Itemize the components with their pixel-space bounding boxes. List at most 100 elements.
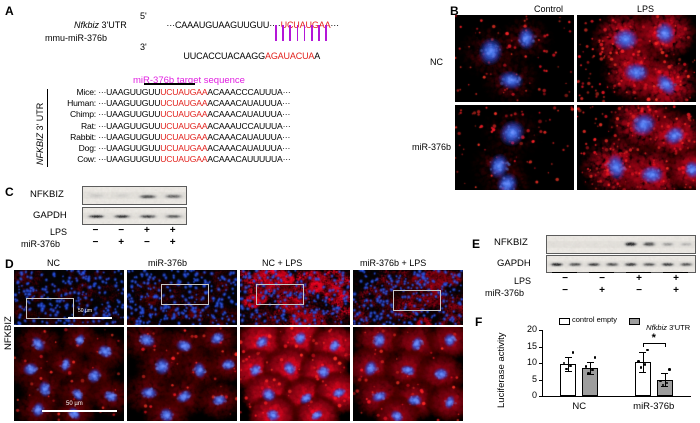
duplex-pairing-bars [275,25,333,41]
panel-d-roi-nc-lps [256,284,304,305]
alignment-seed: UCUAUGAA [160,120,208,131]
alignment-left: ···UAAGUUGUU [96,109,161,120]
chart-y-tick [539,379,542,381]
condition-symbol: − [92,237,99,248]
panel-c-blot-nfkbiz [82,186,187,205]
alignment-right: ACAAACAUAUUUA··· [207,143,291,153]
chart-error-cap [586,373,594,375]
legend-label-nfkbiz-suffix: 3'UTR [667,322,691,332]
panel-e-label: E [472,237,481,251]
chart-error-bar [664,373,666,387]
lane-pair-line [663,272,688,273]
alignment-seed: UCUAUGAA [160,98,208,109]
pairing-bar [318,25,320,41]
pairing-bar [311,25,313,41]
chart-data-point [584,365,587,368]
legend-swatch-control-empty [559,318,570,325]
alignment-divider [47,89,48,167]
alignment-vlabel: NFKBIZ 3' UTR [35,102,45,165]
alignment-right: ACAAACAUAUUUA··· [207,131,291,142]
chart-data-point [571,351,574,354]
species-name: Rabbit: [70,131,96,142]
panel-c-row-label-gapdh: GAPDH [33,210,67,221]
alignment-right: ACAAACCCAUUUA··· [207,87,291,97]
duplex-gene-name: Nfkbiz [74,20,100,31]
panel-e-row-label-gapdh: GAPDH [497,258,531,269]
chart-error-bar [642,351,644,372]
chart-error-cap [564,357,572,359]
panel-f-label: F [475,315,483,329]
panel-e-cond-label-mir: miR-376b [485,288,525,298]
chart-error-bar [568,357,570,371]
significance-bracket [642,343,665,345]
panel-b-col-header-lps: LPS [637,4,655,14]
chart-data-point [637,360,640,363]
panel-b-row-header-nc: NC [430,57,443,67]
panel-c-cond-label-mir: miR-376b [21,239,61,249]
panel-a-label: A [5,4,14,18]
panel-e-blot-nfkbiz [546,235,696,254]
alignment-left: ···UAAGUUGUU [96,120,161,131]
pairing-bar [275,25,277,41]
chart-category-label: NC [572,401,587,412]
alignment-seed: UCUAUGAA [160,109,208,120]
target-seq-right: ··· [330,20,339,31]
lane-pair-line [552,272,577,273]
alignment-left: ···UAAGUUGUU [96,143,161,153]
panel-d-image-nc-lps-high [240,327,350,421]
target-seq-left: ···CAAAUGUAAGUUGUU···· [166,20,281,31]
pairing-bar [296,25,299,41]
panel-d-scaletext-nc-low: 50 µm [78,308,92,314]
alignment-row: Rabbit: ···UAAGUUGUUUCUAUGAAACAAACAUAUUU… [52,131,290,142]
alignment-row: Dog: ···UAAGUUGUUUCUAUGAAACAAACAUAUUUA··… [52,143,291,153]
alignment-left: ···UAAGUUGUU [96,154,161,165]
condition-symbol: − [599,273,605,284]
panel-c-condition-grid: − − + + − + − + [82,226,185,252]
panel-d-vlabel: NFKBIZ [3,316,14,350]
mir-seq-seed: AGAUACUA [264,51,315,62]
significance-tick [664,343,666,348]
condition-symbol: + [169,225,176,236]
chart-data-point [639,366,642,369]
panel-d-col-header-nc: NC [47,258,60,268]
alignment-row: Mice: ···UAAGUUGUUUCUAUGAAACAAACCCAUUUA·… [52,87,290,97]
chart-error-cap [661,386,669,388]
condition-symbol: + [636,273,642,284]
species-name: Cow: [77,154,96,165]
chart-y-axis [542,330,543,396]
condition-symbol: − [92,225,99,236]
species-name: Chimp: [69,109,96,120]
alignment-seed: UCUAUGAA [160,87,208,97]
condition-symbol: + [599,285,605,296]
duplex-gene-suffix: 3'UTR [99,20,127,31]
chart-data-point [668,368,671,371]
panel-d-image-mir-lps-low [353,270,463,325]
chart-data-point [562,361,565,365]
target-sequence-caption: miR-376b target sequence [133,75,245,86]
chart-data-point [659,379,662,383]
alignment-vlabel-suffix: 3' UTR [35,102,45,133]
significance-marker: * [651,332,656,345]
pairing-bar [303,25,306,41]
panel-d-image-nc-low: 50 µm [14,270,124,325]
panel-e-condition-grid: − − + + − + − + [546,272,694,300]
chart-data-point [646,348,649,352]
panel-d-scalebar-nc-high [42,410,117,412]
alignment-seed: UCUAUGAA [160,131,208,142]
alignment-right: ACAAACAUAUUUA··· [207,109,291,120]
panel-d-roi-nc [26,298,74,319]
condition-symbol: + [118,237,125,248]
species-name: Rat: [81,120,96,131]
panel-b-col-header-control: Control [534,4,564,14]
chart-category-label: miR-376b [633,401,675,412]
chart-y-tick [539,330,542,331]
target-seq-seed: UCUAUGAA [280,20,331,31]
panel-d-label: D [5,257,14,271]
chart-error-cap [639,351,647,353]
chart-data-point [587,372,590,375]
seed-overline [144,83,195,85]
condition-symbol: + [673,273,679,284]
alignment-row: Human: ···UAAGUUGUUUCUAUGAAACAAACAUAUUUA… [52,98,290,109]
panel-c-label: C [5,185,14,199]
chart-error-cap [661,373,669,375]
